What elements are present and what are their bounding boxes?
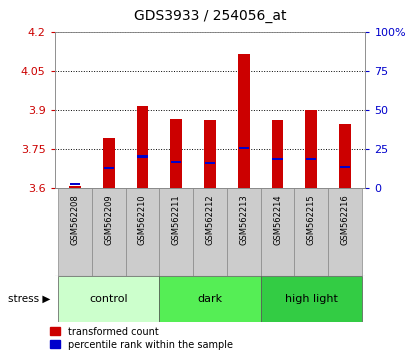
Bar xyxy=(92,188,126,276)
Bar xyxy=(261,188,294,276)
Bar xyxy=(58,276,159,322)
Text: GSM562212: GSM562212 xyxy=(205,195,215,245)
Bar xyxy=(104,167,114,169)
Text: control: control xyxy=(89,294,128,304)
Text: GDS3933 / 254056_at: GDS3933 / 254056_at xyxy=(134,9,286,23)
Text: GSM562210: GSM562210 xyxy=(138,195,147,245)
Text: dark: dark xyxy=(197,294,223,304)
Bar xyxy=(305,110,317,188)
Text: GSM562211: GSM562211 xyxy=(172,195,181,245)
Bar xyxy=(227,188,261,276)
Bar xyxy=(261,276,362,322)
Bar xyxy=(204,120,216,188)
Bar xyxy=(205,162,215,164)
Text: GSM562215: GSM562215 xyxy=(307,195,316,245)
Text: GSM562208: GSM562208 xyxy=(71,195,79,245)
Bar xyxy=(193,188,227,276)
Text: GSM562214: GSM562214 xyxy=(273,195,282,245)
Bar xyxy=(272,120,284,188)
Bar xyxy=(170,119,182,188)
Bar xyxy=(238,54,250,188)
Text: GSM562213: GSM562213 xyxy=(239,195,248,245)
Bar xyxy=(340,166,350,168)
Bar xyxy=(103,138,115,188)
Legend: transformed count, percentile rank within the sample: transformed count, percentile rank withi… xyxy=(46,323,236,353)
Text: high light: high light xyxy=(285,294,338,304)
Bar xyxy=(328,188,362,276)
Bar xyxy=(58,188,92,276)
Bar xyxy=(126,188,159,276)
Bar xyxy=(239,147,249,149)
Bar xyxy=(294,188,328,276)
Bar xyxy=(136,106,148,188)
Bar xyxy=(137,155,147,158)
Bar xyxy=(273,158,283,160)
Text: GSM562209: GSM562209 xyxy=(104,195,113,245)
Bar xyxy=(306,158,316,160)
Text: GSM562216: GSM562216 xyxy=(341,195,349,245)
Bar xyxy=(70,183,80,185)
Bar xyxy=(171,161,181,163)
Bar xyxy=(69,186,81,188)
Bar xyxy=(159,276,261,322)
Bar xyxy=(159,188,193,276)
Bar xyxy=(339,124,351,188)
Text: stress ▶: stress ▶ xyxy=(8,294,50,304)
